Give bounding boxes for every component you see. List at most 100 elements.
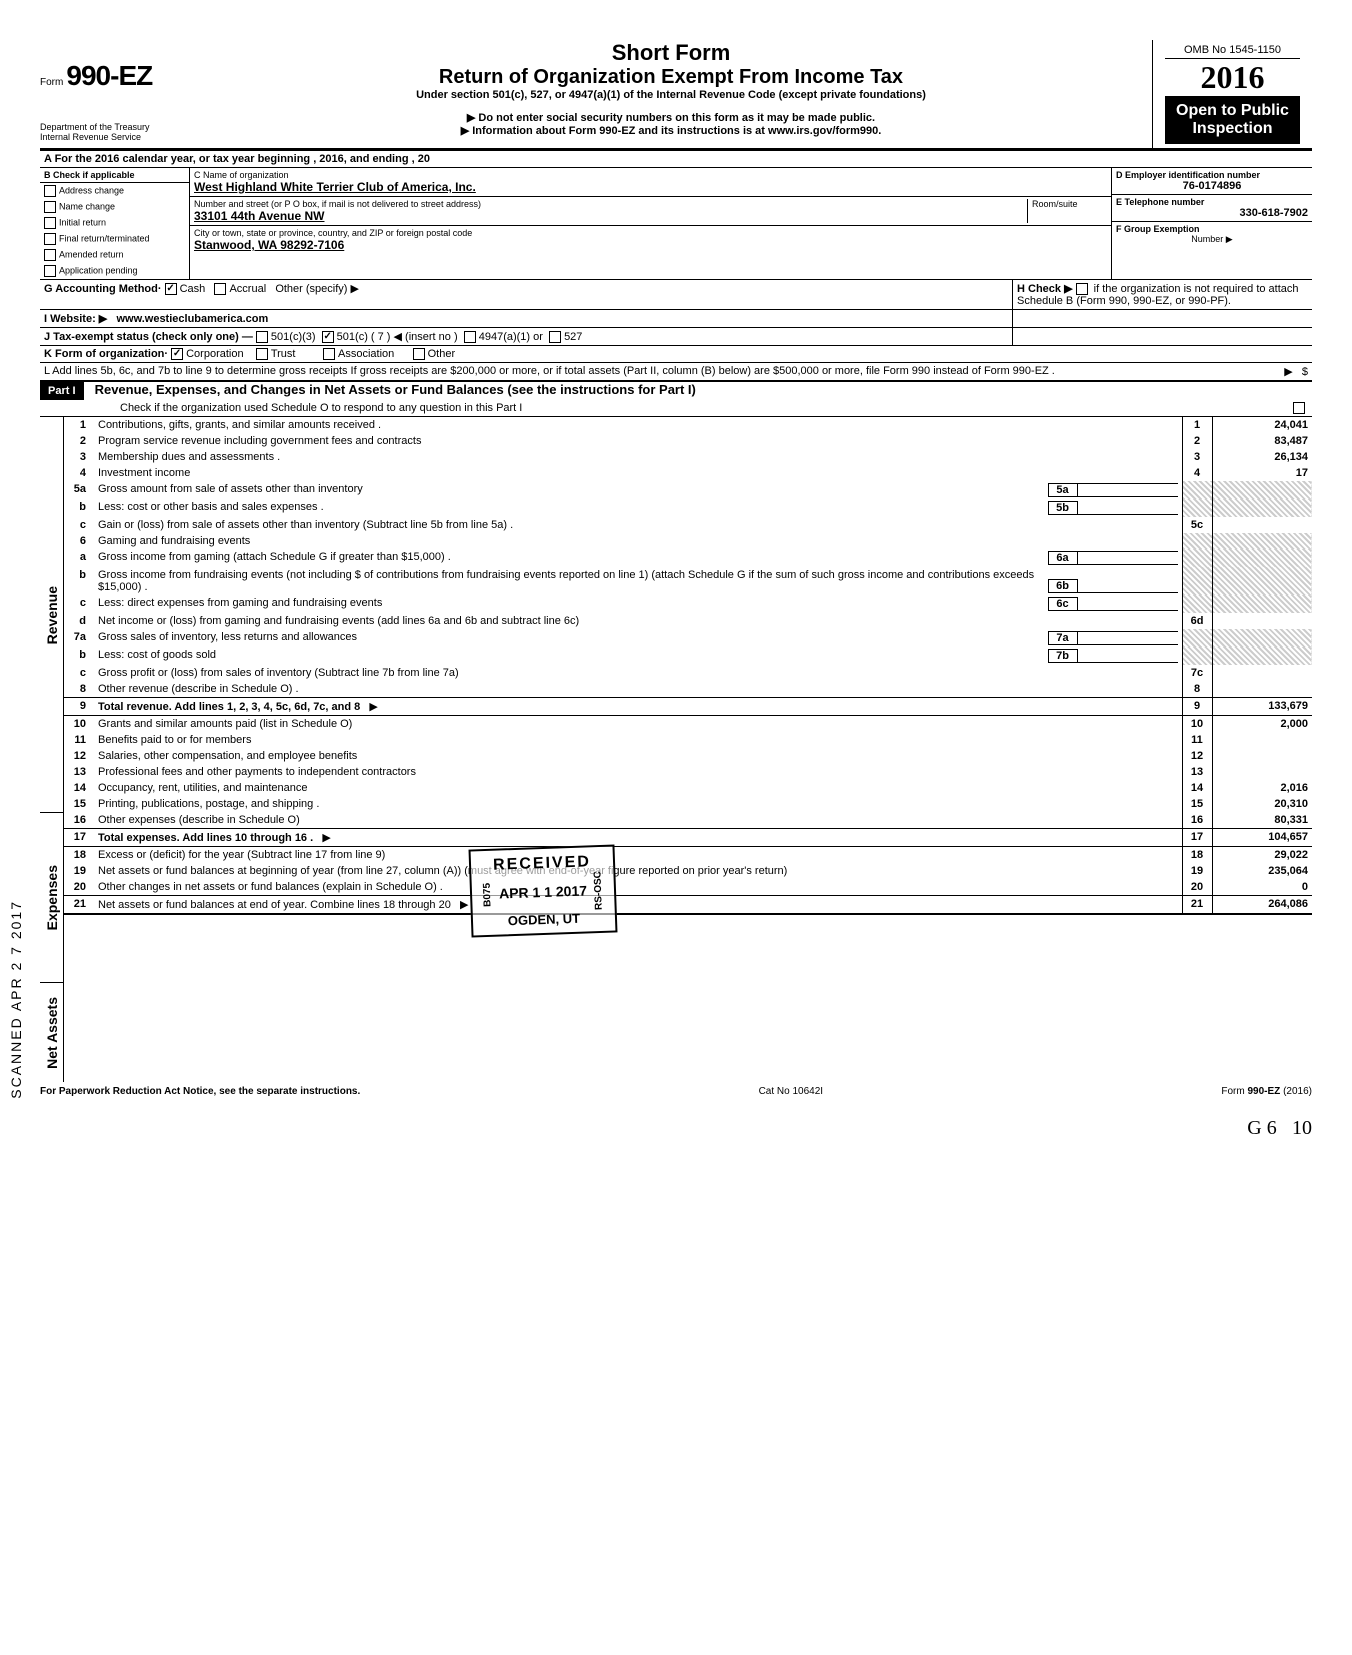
section-i-label: I Website: ▶ — [44, 313, 107, 325]
section-e: E Telephone number 330-618-7902 — [1112, 195, 1312, 222]
section-a: A For the 2016 calendar year, or tax yea… — [40, 150, 1312, 167]
check-other-org[interactable] — [413, 348, 425, 360]
section-b-label: B Check if applicable — [40, 168, 189, 183]
line-6b: bGross income from fundraising events (n… — [64, 567, 1312, 595]
line-6d: dNet income or (loss) from gaming and fu… — [64, 613, 1312, 629]
check-initial[interactable]: Initial return — [40, 215, 189, 231]
line-12: 12Salaries, other compensation, and empl… — [64, 748, 1312, 764]
line-8: 8Other revenue (describe in Schedule O) … — [64, 681, 1312, 698]
addr-label: Number and street (or P O box, if mail i… — [194, 199, 1027, 209]
footer-row: For Paperwork Reduction Act Notice, see … — [40, 1082, 1312, 1097]
footer-cat: Cat No 10642I — [759, 1086, 824, 1097]
section-c-col: C Name of organization West Highland Whi… — [190, 168, 1112, 279]
check-name[interactable]: Name change — [40, 199, 189, 215]
line-7b: bLess: cost of goods sold7b — [64, 647, 1312, 665]
tax-year: 2016 — [1165, 59, 1300, 96]
check-schedule-b[interactable] — [1076, 283, 1088, 295]
year-box: OMB No 1545-1150 2016 Open to Public Ins… — [1152, 40, 1312, 148]
subtitle: Under section 501(c), 527, or 4947(a)(1)… — [190, 89, 1152, 101]
check-pending[interactable]: Application pending — [40, 263, 189, 279]
line-6a: aGross income from gaming (attach Schedu… — [64, 549, 1312, 567]
part1-label: Part I — [40, 382, 84, 400]
lines-table: 1Contributions, gifts, grants, and simil… — [64, 417, 1312, 915]
city-label: City or town, state or province, country… — [194, 228, 1107, 238]
form-number: 990-EZ — [66, 60, 152, 91]
check-corp[interactable] — [171, 348, 183, 360]
omb-number: OMB No 1545-1150 — [1165, 44, 1300, 59]
line-7c: cGross profit or (loss) from sales of in… — [64, 665, 1312, 681]
info-grid: B Check if applicable Address change Nam… — [40, 167, 1312, 279]
section-k-row: K Form of organization· Corporation Trus… — [40, 345, 1312, 362]
phone: 330-618-7902 — [1116, 207, 1308, 219]
part1-check-note: Check if the organization used Schedule … — [40, 400, 1312, 416]
check-501c3[interactable] — [256, 331, 268, 343]
section-i-row: I Website: ▶ www.westieclubamerica.com — [40, 309, 1312, 327]
section-def-col: D Employer identification number 76-0174… — [1112, 168, 1312, 279]
section-f: F Group Exemption Number ▶ — [1112, 222, 1312, 247]
org-name-row: C Name of organization West Highland Whi… — [190, 168, 1111, 197]
ein: 76-0174896 — [1116, 180, 1308, 192]
line-6: 6Gaming and fundraising events — [64, 533, 1312, 549]
line-18: 18Excess or (deficit) for the year (Subt… — [64, 847, 1312, 864]
line-11: 11Benefits paid to or for members11 — [64, 732, 1312, 748]
section-l-text: L Add lines 5b, 6c, and 7b to line 9 to … — [44, 365, 1188, 378]
org-address: 33101 44th Avenue NW — [194, 209, 1027, 223]
section-d: D Employer identification number 76-0174… — [1112, 168, 1312, 195]
section-l-row: L Add lines 5b, 6c, and 7b to line 9 to … — [40, 362, 1312, 380]
check-schedule-o[interactable] — [1293, 402, 1305, 414]
check-amended[interactable]: Amended return — [40, 247, 189, 263]
line-21: 21Net assets or fund balances at end of … — [64, 896, 1312, 915]
check-527[interactable] — [549, 331, 561, 343]
handwritten: G 6 10 — [40, 1117, 1312, 1140]
expenses-label: Expenses — [44, 865, 60, 930]
section-g-label: G Accounting Method· — [44, 283, 162, 295]
revenue-label: Revenue — [44, 586, 60, 644]
dept-irs: Internal Revenue Service — [40, 132, 190, 142]
main-title: Return of Organization Exempt From Incom… — [190, 66, 1152, 89]
footer-right: Form 990-EZ (2016) — [1221, 1086, 1312, 1097]
side-labels: Revenue Expenses Net Assets — [40, 417, 64, 1082]
form-number-block: Form 990-EZ Department of the Treasury I… — [40, 40, 190, 142]
line-20: 20Other changes in net assets or fund ba… — [64, 879, 1312, 896]
check-accrual[interactable] — [214, 283, 226, 295]
line-5a: 5aGross amount from sale of assets other… — [64, 481, 1312, 499]
section-g-h-row: G Accounting Method· Cash Accrual Other … — [40, 280, 1312, 309]
received-stamp: RECEIVED B075 APR 1 1 2017 RS-OSC OGDEN,… — [469, 845, 618, 938]
website: www.westieclubamerica.com — [116, 313, 268, 325]
form-page: Form 990-EZ Department of the Treasury I… — [40, 40, 1312, 1140]
check-final[interactable]: Final return/terminated — [40, 231, 189, 247]
netassets-label: Net Assets — [44, 997, 60, 1069]
line-3: 3Membership dues and assessments .326,13… — [64, 449, 1312, 465]
org-city: Stanwood, WA 98292-7106 — [194, 238, 1107, 252]
lines-wrapper: Revenue Expenses Net Assets 1Contributio… — [40, 417, 1312, 1082]
footer-left: For Paperwork Reduction Act Notice, see … — [40, 1086, 360, 1097]
section-h: H Check ▶ if the organization is not req… — [1012, 280, 1312, 309]
check-501c[interactable] — [322, 331, 334, 343]
scanned-stamp: SCANNED APR 2 7 2017 — [8, 900, 24, 1099]
section-k-label: K Form of organization· — [44, 348, 168, 360]
note-info: ▶ Information about Form 990-EZ and its … — [190, 124, 1152, 137]
line-10: 10Grants and similar amounts paid (list … — [64, 716, 1312, 733]
check-assoc[interactable] — [323, 348, 335, 360]
section-b-col: B Check if applicable Address change Nam… — [40, 168, 190, 279]
line-13: 13Professional fees and other payments t… — [64, 764, 1312, 780]
check-trust[interactable] — [256, 348, 268, 360]
open-public-badge: Open to Public Inspection — [1165, 96, 1300, 144]
dept-treasury: Department of the Treasury — [40, 122, 190, 132]
part1-header-row: Part I Revenue, Expenses, and Changes in… — [40, 380, 1312, 417]
org-name: West Highland White Terrier Club of Amer… — [194, 180, 1107, 194]
check-cash[interactable] — [165, 283, 177, 295]
line-19: 19Net assets or fund balances at beginni… — [64, 863, 1312, 879]
form-prefix: Form — [40, 77, 63, 88]
title-block: Short Form Return of Organization Exempt… — [190, 40, 1152, 137]
note-ssn: ▶ Do not enter social security numbers o… — [190, 111, 1152, 124]
part1-title: Revenue, Expenses, and Changes in Net As… — [87, 382, 696, 397]
check-address[interactable]: Address change — [40, 183, 189, 199]
section-j-row: J Tax-exempt status (check only one) — 5… — [40, 327, 1312, 345]
city-row: City or town, state or province, country… — [190, 226, 1111, 254]
line-7a: 7aGross sales of inventory, less returns… — [64, 629, 1312, 647]
line-15: 15Printing, publications, postage, and s… — [64, 796, 1312, 812]
line-17: 17Total expenses. Add lines 10 through 1… — [64, 829, 1312, 847]
room-label: Room/suite — [1027, 199, 1107, 223]
check-4947[interactable] — [464, 331, 476, 343]
